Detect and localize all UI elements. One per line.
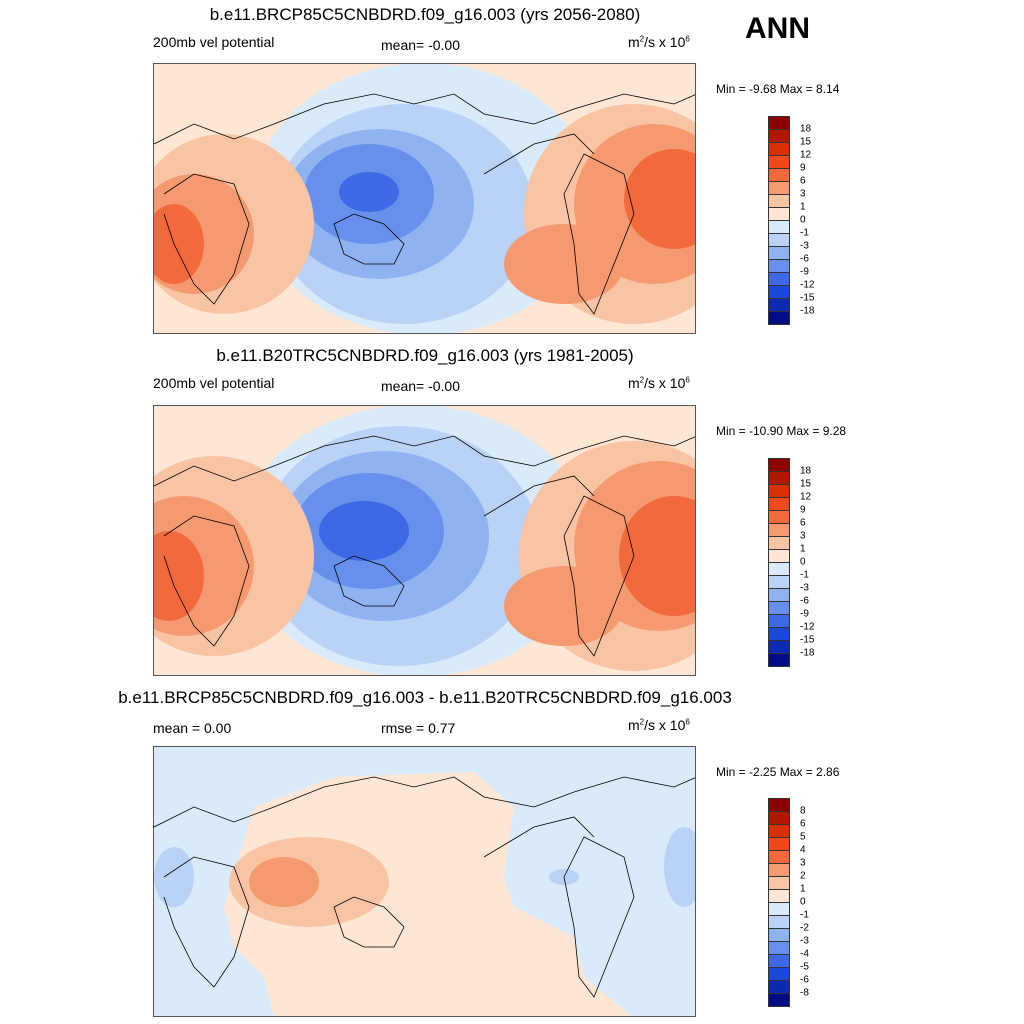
panel-3-rmse-label: rmse = 0.77 bbox=[381, 720, 456, 736]
colorbar-tick: 15 bbox=[800, 136, 812, 148]
panel-3-colorbar: 8 6 5 4 3 2 1 0 -1 -2 -3 -4 -5 -6 -8 bbox=[768, 798, 809, 1010]
colorbar-tick: -1 bbox=[800, 227, 809, 239]
panel-2-map bbox=[153, 405, 696, 676]
panel-1-units: m2/s x 106 bbox=[628, 34, 690, 50]
colorbar-tick: 12 bbox=[800, 149, 812, 161]
colorbar-tick: 0 bbox=[800, 556, 806, 568]
season-label: ANN bbox=[745, 12, 810, 45]
panel-1-map bbox=[153, 63, 696, 334]
colorbar-tick: -3 bbox=[800, 240, 809, 252]
colorbar-tick: 9 bbox=[800, 162, 806, 174]
colorbar-tick: 2 bbox=[800, 870, 806, 882]
panel-1-colorbar: 18 15 12 9 6 3 1 0 -1 -3 -6 -9 -12 -15 -… bbox=[768, 116, 814, 328]
colorbar-tick: 12 bbox=[800, 491, 812, 503]
colorbar-tick: -6 bbox=[800, 595, 809, 607]
colorbar-tick: 5 bbox=[800, 831, 806, 843]
colorbar-tick: 0 bbox=[800, 214, 806, 226]
panel-1-minmax: Min = -9.68 Max = 8.14 bbox=[716, 82, 840, 96]
panel-1-title: b.e11.BRCP85C5CNBDRD.f09_g16.003 (yrs 20… bbox=[209, 5, 641, 24]
colorbar-tick: -5 bbox=[800, 961, 809, 973]
colorbar-tick: -9 bbox=[800, 266, 809, 278]
colorbar-tick: -1 bbox=[800, 569, 809, 581]
colorbar-tick: -3 bbox=[800, 935, 809, 947]
colorbar-tick: 6 bbox=[800, 818, 806, 830]
colorbar-tick: -18 bbox=[800, 647, 815, 659]
panel-1-mean-label: mean= -0.00 bbox=[381, 37, 460, 53]
colorbar-tick: 18 bbox=[800, 123, 812, 135]
panel-2-minmax: Min = -10.90 Max = 9.28 bbox=[716, 424, 847, 438]
colorbar-tick: 3 bbox=[800, 857, 806, 869]
colorbar-tick: -15 bbox=[800, 634, 815, 646]
colorbar-tick: -12 bbox=[800, 279, 815, 291]
panel-2-units: m2/s x 106 bbox=[628, 375, 690, 391]
colorbar-tick: 3 bbox=[800, 188, 806, 200]
colorbar-tick: 3 bbox=[800, 530, 806, 542]
colorbar-tick: 1 bbox=[800, 883, 806, 895]
panel-3-minmax: Min = -2.25 Max = 2.86 bbox=[716, 765, 840, 779]
colorbar-tick: 18 bbox=[800, 465, 812, 477]
colorbar-tick: 0 bbox=[800, 896, 806, 908]
colorbar-tick: -1 bbox=[800, 909, 809, 921]
colorbar-tick: -6 bbox=[800, 974, 809, 986]
colorbar-tick: 6 bbox=[800, 175, 806, 187]
panel-3-map bbox=[153, 746, 696, 1017]
colorbar-tick: -2 bbox=[800, 922, 809, 934]
colorbar-tick: -18 bbox=[800, 305, 815, 317]
colorbar-tick: -4 bbox=[800, 948, 809, 960]
colorbar-tick: 6 bbox=[800, 517, 806, 529]
colorbar-tick: -6 bbox=[800, 253, 809, 265]
panel-2-colorbar: 18 15 12 9 6 3 1 0 -1 -3 -6 -9 -12 -15 -… bbox=[768, 458, 814, 670]
colorbar-tick: -12 bbox=[800, 621, 815, 633]
panel-3-mean-label: mean = 0.00 bbox=[153, 720, 232, 736]
colorbar-tick: -8 bbox=[800, 987, 809, 999]
colorbar-tick: 9 bbox=[800, 504, 806, 516]
colorbar-tick: 15 bbox=[800, 478, 812, 490]
panel-2-title: b.e11.B20TRC5CNBDRD.f09_g16.003 (yrs 198… bbox=[216, 346, 634, 365]
colorbar-tick: 8 bbox=[800, 805, 806, 817]
panel-2-variable-label: 200mb vel potential bbox=[153, 375, 275, 391]
panel-2-mean-label: mean= -0.00 bbox=[381, 378, 460, 394]
colorbar-tick: -9 bbox=[800, 608, 809, 620]
colorbar-tick: 1 bbox=[800, 543, 806, 555]
colorbar-tick: 4 bbox=[800, 844, 806, 856]
panel-3-title: b.e11.BRCP85C5CNBDRD.f09_g16.003 - b.e11… bbox=[118, 688, 732, 707]
colorbar-tick: -15 bbox=[800, 292, 815, 304]
colorbar-tick: 1 bbox=[800, 201, 806, 213]
colorbar-tick: -3 bbox=[800, 582, 809, 594]
panel-3-units: m2/s x 106 bbox=[628, 717, 690, 733]
panel-1-variable-label: 200mb vel potential bbox=[153, 34, 275, 50]
